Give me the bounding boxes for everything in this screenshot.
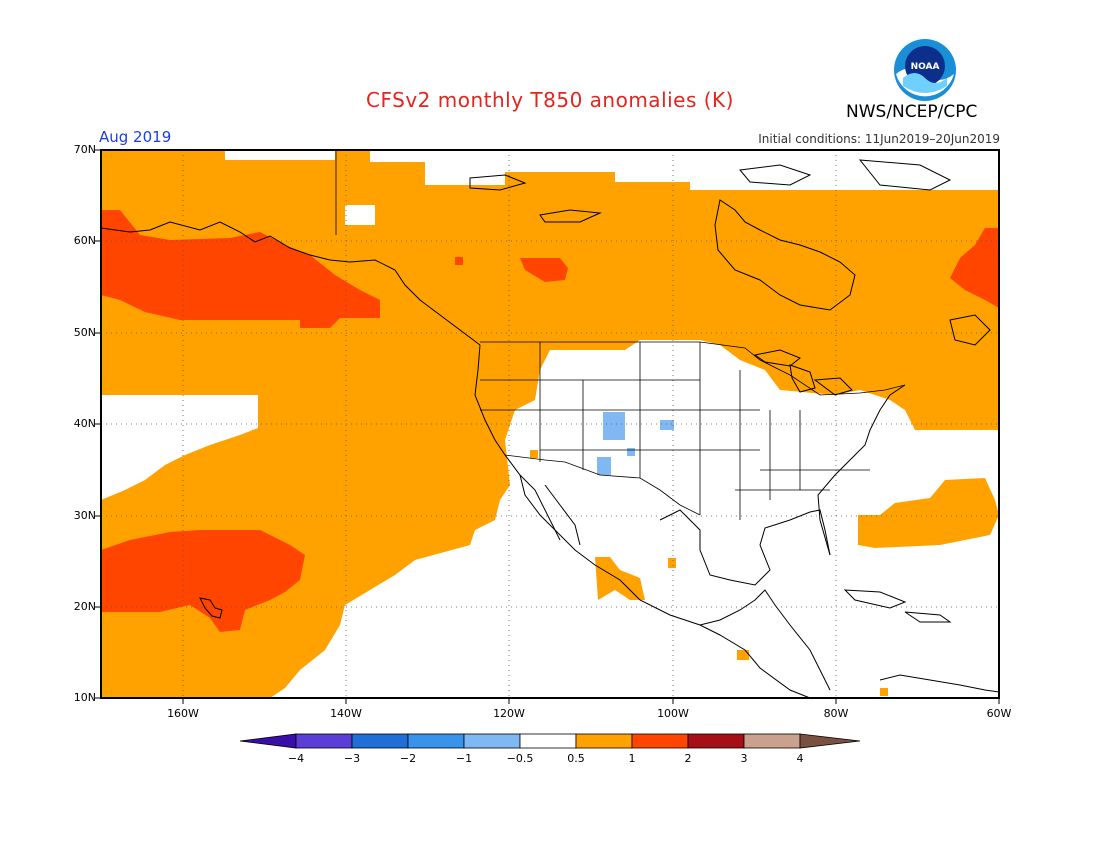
lat-label: 70N [73, 143, 96, 156]
colorbar-label: 1 [628, 752, 636, 765]
colorbar-label: −1 [455, 752, 473, 765]
colorbar-label: −4 [287, 752, 305, 765]
axis-ticks [95, 149, 1000, 704]
colorbar-label: 2 [684, 752, 692, 765]
lat-label: 30N [73, 509, 96, 522]
colorbar-swatch [519, 733, 577, 749]
lon-label: 60W [986, 707, 1012, 720]
lon-label: 100W [657, 707, 689, 720]
lon-label: 140W [330, 707, 362, 720]
lat-label: 10N [73, 691, 96, 704]
lon-label: 80W [823, 707, 849, 720]
colorbar-swatch [351, 733, 409, 749]
lon-label: 160W [167, 707, 199, 720]
anomaly-hot-regions [101, 210, 999, 632]
political-borders [335, 150, 906, 520]
colorbar-swatch [575, 733, 633, 749]
colorbar [239, 733, 861, 749]
anomaly-cool-regions [597, 412, 674, 475]
lat-label: 60N [73, 234, 96, 247]
colorbar-swatch-lt-4 [239, 733, 297, 749]
colorbar-label: 4 [796, 752, 804, 765]
colorbar-swatch [687, 733, 745, 749]
lon-label: 120W [493, 707, 525, 720]
colorbar-swatch [463, 733, 521, 749]
lat-label: 40N [73, 417, 96, 430]
initial-conditions: Initial conditions: 11Jun2019–20Jun2019 [758, 132, 1000, 146]
map-title: CFSv2 monthly T850 anomalies (K) [366, 88, 734, 112]
agency-label: NWS/NCEP/CPC [846, 102, 978, 122]
lat-label: 50N [73, 326, 96, 339]
colorbar-swatch-gt-4 [799, 733, 861, 749]
forecast-month: Aug 2019 [99, 128, 172, 146]
coastlines [100, 159, 1000, 699]
colorbar-swatch [743, 733, 801, 749]
lat-label: 20N [73, 600, 96, 613]
colorbar-label: −3 [343, 752, 361, 765]
colorbar-label: 3 [740, 752, 748, 765]
colorbar-label: −2 [399, 752, 417, 765]
colorbar-swatch [407, 733, 465, 749]
noaa-logo-icon: NOAA [894, 39, 956, 101]
colorbar-label: 0.5 [567, 752, 585, 765]
colorbar-swatch [295, 733, 353, 749]
svg-text:NOAA: NOAA [911, 62, 940, 72]
colorbar-label: −0.5 [506, 752, 534, 765]
colorbar-swatch [631, 733, 689, 749]
